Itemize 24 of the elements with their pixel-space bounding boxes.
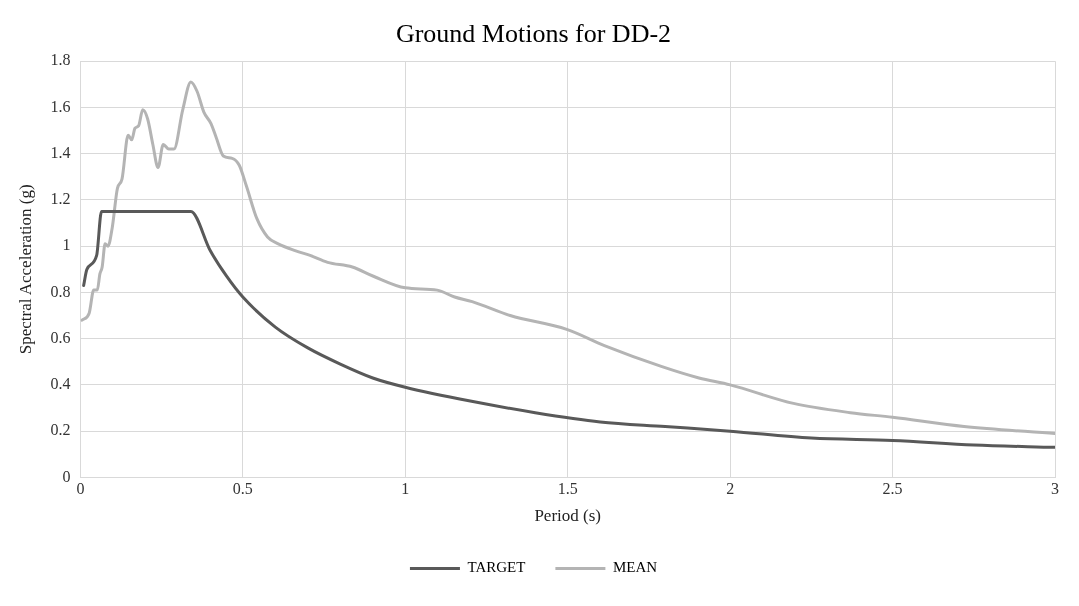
x-tick-label: 2	[726, 480, 735, 498]
y-tick-label: 0.6	[50, 328, 71, 346]
legend-label: TARGET	[467, 559, 526, 576]
y-tick-label: 0.4	[50, 375, 71, 393]
y-tick-label: 1.4	[50, 143, 71, 161]
y-tick-label: 0.8	[50, 282, 71, 300]
x-tick-label: 2.5	[882, 480, 903, 498]
y-tick-label: 1.2	[50, 190, 71, 208]
x-tick-label: 1.5	[557, 480, 578, 498]
chart-title: Ground Motions for DD-2	[395, 19, 672, 49]
y-axis-title: Spectral Acceleration (g)	[15, 184, 35, 355]
line-series	[82, 209, 1055, 449]
y-tick-label: 1.6	[50, 97, 71, 115]
x-axis-title: Period (s)	[534, 506, 601, 526]
y-tick-label: 1	[62, 236, 71, 254]
y-tick-label: 0.2	[50, 421, 71, 439]
legend-label: MEAN	[612, 559, 658, 576]
y-tick-label: 0	[62, 467, 71, 485]
y-tick-label: 1.8	[50, 51, 71, 69]
x-tick-label: 0.5	[232, 480, 253, 498]
line-series	[80, 80, 1055, 435]
x-tick-label: 3	[1051, 480, 1059, 498]
x-tick-label: 1	[401, 480, 410, 498]
x-tick-label: 0	[76, 480, 85, 498]
